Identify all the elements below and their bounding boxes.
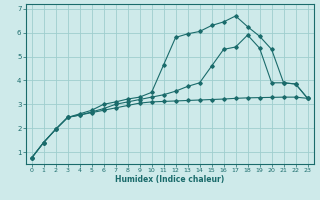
X-axis label: Humidex (Indice chaleur): Humidex (Indice chaleur): [115, 175, 224, 184]
